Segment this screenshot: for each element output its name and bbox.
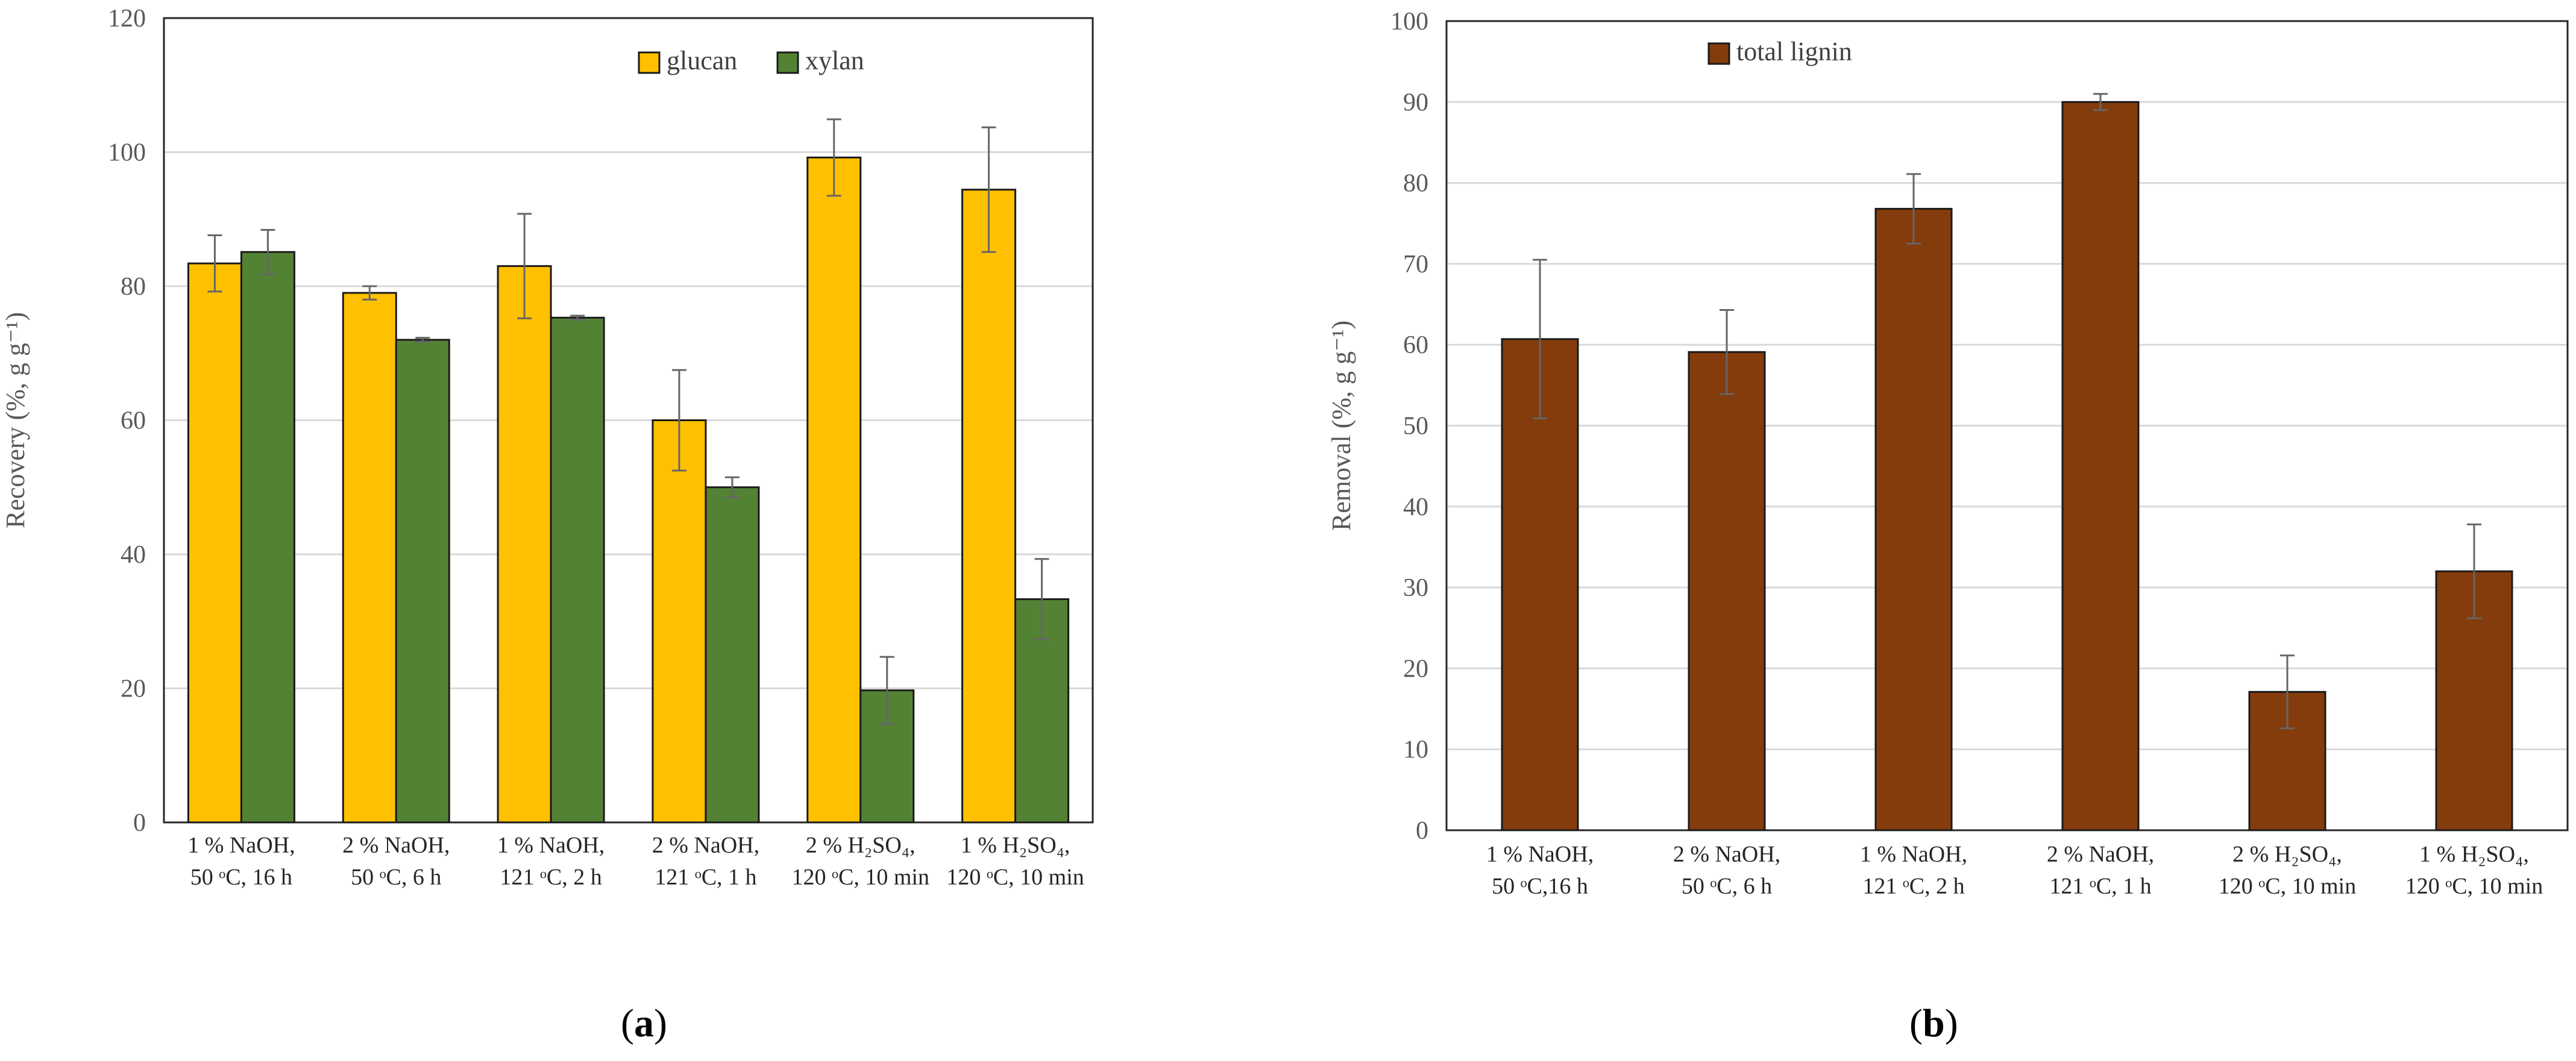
x-tick-label-line1: 1 % H₂SO₄, [961,833,1070,858]
x-tick-label-line1: 1 % NaOH, [1486,842,1594,867]
bar-xylan [705,486,760,824]
x-tick-label-line1: 1 % NaOH, [187,833,295,858]
x-tick-label-line2: 121 ᵒC, 1 h [2049,874,2151,899]
panel-label: (a) [621,1001,667,1045]
y-tick-label: 60 [121,407,146,435]
legend-swatch-total-lignin [1707,42,1730,65]
x-tick-label-line2: 50 ᵒC,16 h [1492,874,1588,899]
plot-area-frame [1445,20,2569,831]
bar-total-lignin [1874,208,1953,831]
y-tick-label: 10 [1403,736,1428,764]
y-tick-label: 40 [1403,493,1428,521]
x-tick-label-line1: 2 % NaOH, [342,833,450,858]
bar-glucan [652,419,707,824]
chart-panel-b: 0 10 20 30 40 50 60 70 80 90 100 Removal (%, g g⁻¹)… [1327,8,2569,1045]
y-tick-label: 100 [1390,8,1428,36]
panel-label-letter: b [1923,1001,1945,1045]
y-tick-label: 100 [108,139,146,167]
bar-glucan [342,292,397,824]
x-tick-label-line1: 2 % H₂SO₄, [2232,842,2342,867]
y-tick-label: 80 [121,273,146,301]
legend-label-xylan: xylan [805,46,864,75]
legend-swatch-xylan [776,51,799,74]
legend-swatch-glucan [638,51,661,74]
y-tick-label: 20 [1403,655,1428,683]
bar-glucan [806,156,862,824]
bar-glucan [961,189,1017,824]
x-tick-label-line2: 121 ᵒC, 2 h [1862,874,1964,899]
x-tick-label-line1: 1 % NaOH, [497,833,605,858]
y-tick-label: 50 [1403,413,1428,440]
y-tick-label: 0 [1416,817,1428,845]
chart-panel-a: 0 20 40 60 80 100 120 Recovery (%, g g⁻¹) 1 % Na… [1,5,1094,1045]
panel-label-letter: a [634,1001,654,1045]
x-tick-label-line2: 120 ᵒC, 10 min [792,865,929,890]
x-tick-label-line2: 120 ᵒC, 10 min [946,865,1084,890]
bar-glucan [497,265,552,824]
legend-label-total-lignin: total lignin [1736,37,1852,66]
x-tick-label-line1: 1 % H₂SO₄, [2419,842,2529,867]
y-tick-label: 0 [133,809,146,837]
bar-xylan [395,339,450,824]
bar-total-lignin [1501,338,1579,831]
bar-total-lignin [2061,101,2140,831]
legend-label-glucan: glucan [667,46,737,75]
x-tick-label-line2: 50 ᵒC, 6 h [1682,874,1772,899]
x-tick-label-line2: 120 ᵒC, 10 min [2405,874,2543,899]
y-tick-label: 60 [1403,331,1428,359]
bar-xylan [550,316,605,824]
x-tick-label-line2: 121 ᵒC, 2 h [500,865,602,890]
bar-total-lignin [1688,351,1766,831]
x-tick-label-line1: 1 % NaOH, [1860,842,1967,867]
y-tick-label: 70 [1403,251,1428,278]
plot-area-frame [163,17,1094,824]
y-tick-label: 80 [1403,170,1428,198]
panel-label: (b) [1909,1001,1958,1045]
x-tick-label-line1: 2 % H₂SO₄, [806,833,916,858]
y-axis-title: Recovery (%, g g⁻¹) [1,312,30,528]
x-tick-label-line2: 50 ᵒC, 16 h [190,865,292,890]
bar-glucan [187,262,242,824]
y-tick-label: 90 [1403,89,1428,116]
x-tick-label-line2: 121 ᵒC, 1 h [655,865,756,890]
x-tick-label-line1: 2 % NaOH, [2047,842,2154,867]
x-tick-label-line1: 2 % NaOH, [1673,842,1780,867]
x-tick-label-line2: 120 ᵒC, 10 min [2219,874,2356,899]
y-tick-label: 40 [121,541,146,569]
y-axis-title: Removal (%, g g⁻¹) [1327,321,1356,531]
x-tick-label-line2: 50 ᵒC, 6 h [351,865,441,890]
y-tick-label: 20 [121,675,146,703]
y-tick-label: 120 [108,5,146,33]
x-tick-label-line1: 2 % NaOH, [652,833,759,858]
bar-xylan [240,251,295,824]
y-tick-label: 30 [1403,574,1428,602]
